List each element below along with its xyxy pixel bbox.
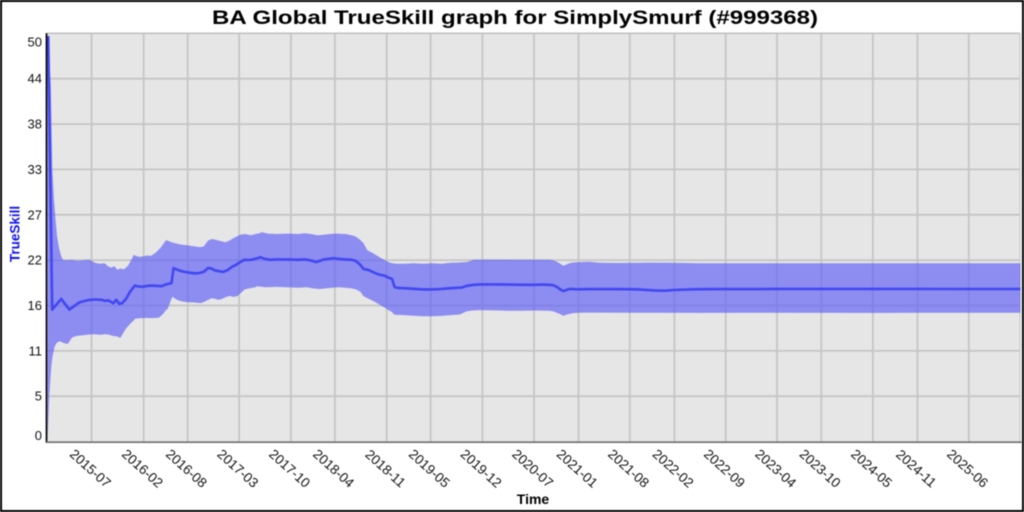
- svg-text:BA Global TrueSkill graph for: BA Global TrueSkill graph for SimplySmur…: [212, 8, 818, 29]
- svg-text:22: 22: [28, 253, 42, 268]
- svg-text:TrueSkill: TrueSkill: [7, 206, 22, 262]
- svg-text:5: 5: [35, 389, 42, 404]
- svg-text:44: 44: [28, 71, 42, 86]
- svg-text:16: 16: [28, 298, 42, 313]
- svg-text:33: 33: [28, 162, 42, 177]
- svg-text:27: 27: [28, 207, 42, 222]
- svg-text:0: 0: [35, 428, 42, 443]
- svg-text:38: 38: [28, 117, 42, 132]
- svg-text:11: 11: [29, 343, 43, 358]
- svg-text:50: 50: [28, 35, 42, 50]
- svg-text:Time: Time: [517, 491, 550, 507]
